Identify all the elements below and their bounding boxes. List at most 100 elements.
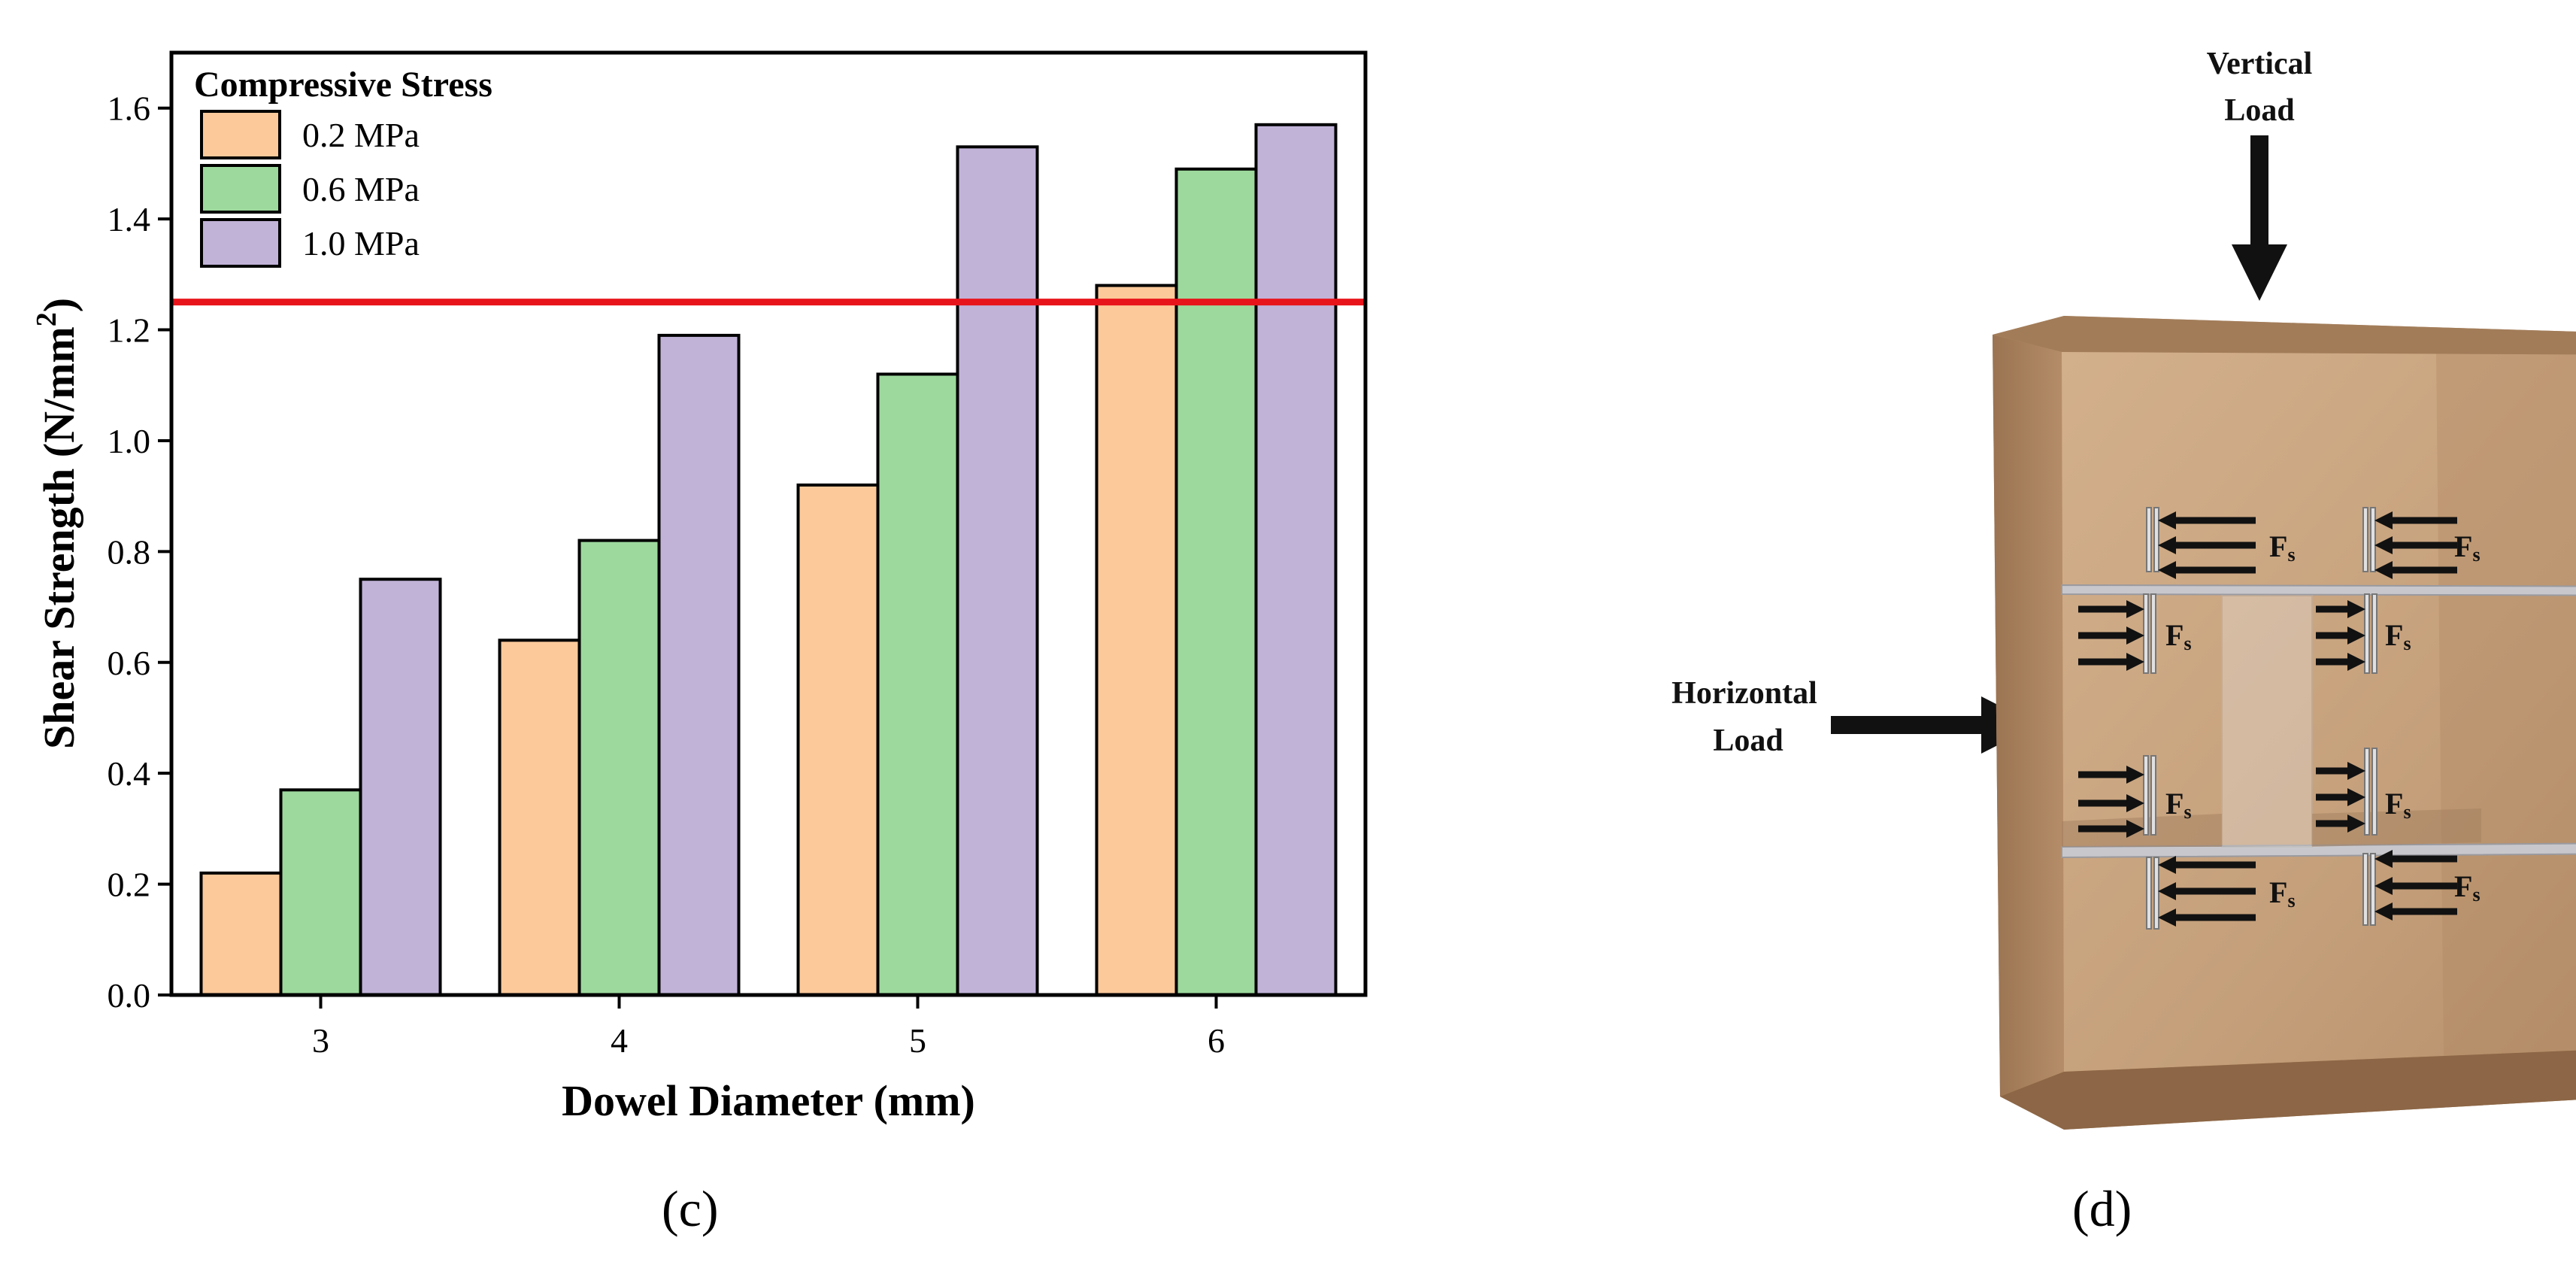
force-arrow-head	[2126, 600, 2144, 618]
y-tick-label: 1.0	[108, 422, 151, 460]
wall-diagram: Vertical Load Horizontal Load	[1671, 47, 2576, 1237]
y-tick-label: 0.4	[108, 754, 151, 793]
force-label-main: F	[2454, 529, 2472, 563]
force-arrow-head	[2347, 653, 2365, 671]
y-axis-title-main: Shear Strength (N/mm	[35, 326, 83, 749]
legend-label: 0.2 MPa	[302, 116, 420, 154]
force-arrow-head	[2158, 561, 2176, 579]
force-arrow-head	[2158, 909, 2176, 927]
force-label-fs: Fs	[2385, 787, 2411, 823]
legend: Compressive Stress 0.2 MPa 0.6 MPa 1.0 MPa	[194, 65, 492, 268]
x-tick-label: 4	[611, 1021, 628, 1060]
dowel	[2150, 593, 2156, 674]
x-tick-label: 5	[909, 1021, 926, 1060]
horizontal-load-label-2: Load	[1713, 723, 1783, 758]
force-label-main: F	[2269, 529, 2287, 563]
force-arrow-head	[2126, 766, 2144, 784]
force-label-fs: Fs	[2454, 529, 2481, 566]
bar-3-1-0-mpa	[359, 578, 442, 997]
dowel	[2370, 507, 2376, 572]
force-arrow-head	[2158, 511, 2176, 529]
force-label-sub: s	[2472, 544, 2480, 566]
force-label-sub: s	[2403, 632, 2411, 654]
dowel	[2146, 857, 2152, 930]
force-label-sub: s	[2287, 890, 2295, 912]
x-axis-title: Dowel Diameter (mm)	[562, 1076, 975, 1125]
y-axis-title-sup: 2	[31, 312, 62, 326]
panel-label-d: (d)	[2072, 1180, 2132, 1237]
plot-frame	[169, 50, 1368, 997]
dowel	[2370, 853, 2376, 926]
force-arrow-head	[2347, 626, 2365, 645]
y-tick-label: 0.0	[108, 976, 151, 1015]
y-tick-label: 0.6	[108, 644, 151, 682]
panel-label-c: (c)	[662, 1180, 718, 1237]
force-arrow-head	[2126, 820, 2144, 838]
y-axis-title-close: )	[35, 298, 83, 312]
force-arrow-head	[2347, 762, 2365, 780]
force-label-main: F	[2385, 787, 2403, 821]
y-axis-title: Shear Strength (N/mm2)	[31, 298, 83, 749]
dowel	[2153, 507, 2159, 572]
x-tick-label: 6	[1208, 1021, 1225, 1060]
dowel	[2153, 857, 2159, 930]
force-label-sub: s	[2287, 544, 2295, 566]
legend-swatch	[200, 218, 281, 268]
dowel	[2146, 507, 2152, 572]
force-label-fs: Fs	[2454, 869, 2481, 905]
force-label-fs: Fs	[2165, 787, 2192, 823]
bar-3-0-2-mpa	[199, 871, 283, 997]
legend-title: Compressive Stress	[194, 65, 492, 105]
force-arrow-head	[2158, 536, 2176, 554]
force-label-sub: s	[2472, 884, 2480, 905]
force-arrow-head	[2374, 511, 2393, 529]
bar-4-1-0-mpa	[657, 333, 741, 997]
dowel	[2364, 593, 2370, 674]
y-tick-label: 1.4	[108, 200, 151, 238]
dowel	[2364, 748, 2370, 836]
bar-6-0-2-mpa	[1095, 284, 1178, 997]
x-axis: 3 4 5 6	[312, 995, 1225, 1060]
bar-4-0-2-mpa	[498, 639, 581, 997]
force-label-sub: s	[2403, 801, 2411, 823]
force-arrow-head	[2347, 600, 2365, 618]
legend-label: 0.6 MPa	[302, 170, 420, 208]
x-tick-label: 3	[312, 1021, 329, 1060]
vertical-load-label-2: Load	[2224, 93, 2294, 128]
bars-layer	[199, 123, 1338, 997]
force-arrow-head	[2347, 788, 2365, 806]
force-arrow-head	[2126, 794, 2144, 812]
bar-3-0-6-mpa	[279, 788, 362, 997]
bar-5-1-0-mpa	[956, 145, 1039, 997]
force-label-main: F	[2269, 875, 2287, 909]
dowel	[2150, 755, 2156, 836]
force-label-fs: Fs	[2385, 618, 2411, 654]
dowel	[2362, 507, 2368, 572]
y-tick-label: 0.8	[108, 532, 151, 571]
dowel	[2143, 755, 2149, 836]
force-arrow-head	[2158, 882, 2176, 900]
legend-swatch	[200, 164, 281, 214]
dowel	[2143, 593, 2149, 674]
force-arrow-head	[2158, 856, 2176, 874]
force-arrow-head	[2374, 877, 2393, 895]
force-arrow-head	[2374, 536, 2393, 554]
force-arrow-head	[2126, 653, 2144, 671]
force-label-main: F	[2165, 787, 2184, 821]
legend-label: 1.0 MPa	[302, 224, 420, 262]
y-tick-label: 0.2	[108, 866, 151, 904]
force-label-sub: s	[2184, 632, 2191, 654]
vertical-load-label-1: Vertical	[2207, 47, 2313, 81]
force-arrow-head	[2374, 902, 2393, 921]
force-label-fs: Fs	[2269, 875, 2296, 912]
bar-6-1-0-mpa	[1254, 123, 1338, 997]
force-label-sub: s	[2184, 801, 2191, 823]
y-tick-label: 1.2	[108, 311, 151, 350]
vertical-load-arrow	[2232, 135, 2287, 301]
y-tick-label: 1.6	[108, 89, 151, 128]
wall-box	[1993, 316, 2576, 1130]
force-label-main: F	[2385, 618, 2403, 652]
legend-swatch	[200, 110, 281, 159]
